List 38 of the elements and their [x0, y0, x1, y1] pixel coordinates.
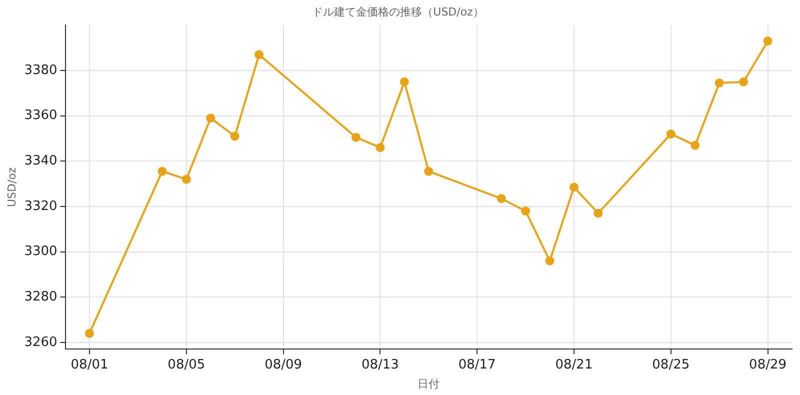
- chart-title: ドル建て金価格の推移（USD/oz）: [312, 5, 484, 18]
- point: [376, 143, 385, 152]
- y-tick-label: 3340: [24, 154, 58, 169]
- x-tick-label: 08/13: [361, 357, 399, 372]
- point: [739, 77, 748, 86]
- y-tick-label: 3380: [24, 62, 58, 78]
- point: [85, 328, 94, 338]
- y-tick-label: 3360: [24, 108, 58, 124]
- point: [763, 36, 772, 46]
- y-tick-label: 3300: [24, 244, 58, 260]
- point: [496, 194, 506, 204]
- point: [158, 166, 167, 176]
- point: [254, 50, 264, 60]
- point: [545, 256, 554, 266]
- point: [400, 77, 409, 86]
- y-tick-label: 3260: [24, 334, 58, 350]
- point: [666, 129, 676, 138]
- x-tick-label: 08/29: [749, 357, 787, 372]
- point: [594, 208, 603, 218]
- point: [206, 114, 216, 123]
- y-tick-label: 3320: [24, 198, 58, 214]
- point: [569, 182, 578, 192]
- point: [714, 78, 724, 88]
- point: [424, 166, 434, 176]
- x-tick-label: 08/09: [264, 357, 302, 372]
- x-tick-label: 08/21: [555, 357, 593, 372]
- x-axis-title: 日付: [418, 377, 440, 390]
- x-tick-label: 08/17: [458, 357, 496, 372]
- x-tick-label: 08/05: [168, 357, 206, 372]
- point: [690, 140, 700, 150]
- x-tick-label: 08/25: [652, 357, 690, 372]
- point: [351, 132, 360, 142]
- point: [521, 206, 530, 216]
- y-axis-title: USD/oz: [5, 167, 18, 208]
- y-tick-label: 3280: [24, 289, 58, 304]
- point: [182, 174, 191, 184]
- point: [230, 132, 240, 141]
- x-tick-label: 08/01: [70, 357, 108, 372]
